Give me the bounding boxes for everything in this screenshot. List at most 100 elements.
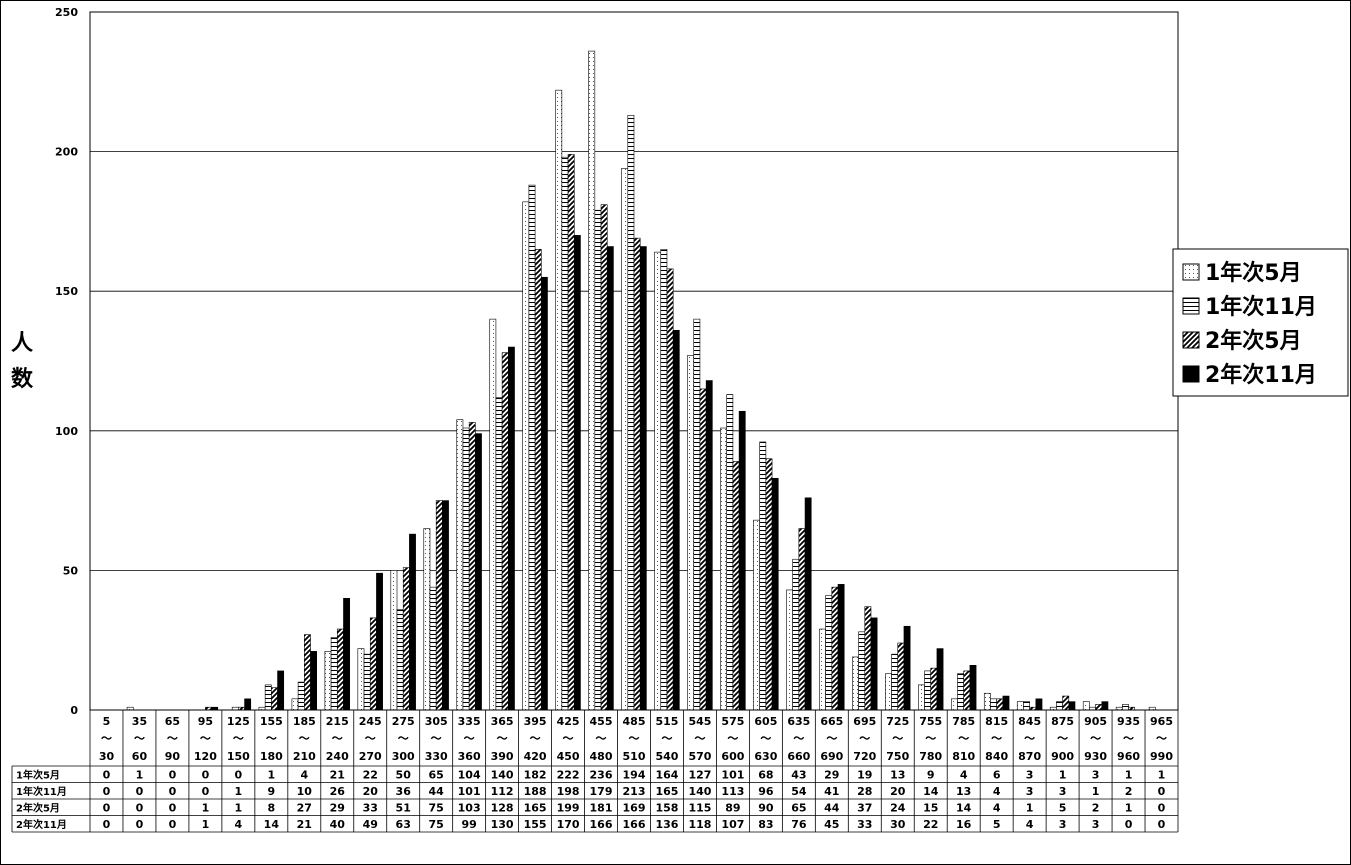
- category-label-bottom: 630: [754, 750, 777, 763]
- table-cell: 170: [557, 818, 580, 831]
- table-cell: 40: [330, 818, 346, 831]
- table-cell: 54: [791, 785, 807, 798]
- table-cell: 0: [169, 769, 177, 782]
- bar: [864, 606, 872, 711]
- table-cell: 21: [330, 769, 345, 782]
- category-label-bottom: 180: [260, 750, 283, 763]
- category-label-top: 35: [132, 715, 147, 728]
- table-cell: 33: [363, 802, 378, 815]
- table-cell: 45: [824, 818, 839, 831]
- table-cell: 0: [169, 785, 177, 798]
- y-tick-label: 50: [63, 564, 79, 577]
- table-cell: 4: [993, 785, 1001, 798]
- table-cell: 169: [623, 802, 646, 815]
- category-label-mid: ～: [1123, 732, 1134, 745]
- table-cell: 0: [1158, 818, 1166, 831]
- bar: [573, 235, 581, 711]
- table-cell: 4: [1026, 818, 1034, 831]
- table-cell: 90: [758, 802, 774, 815]
- bar: [369, 617, 377, 711]
- category-label-bottom: 450: [557, 750, 580, 763]
- table-cell: 103: [458, 802, 481, 815]
- table-cell: 1: [136, 769, 144, 782]
- bar: [468, 422, 476, 711]
- bar: [297, 681, 305, 711]
- table-cell: 128: [491, 802, 514, 815]
- table-cell: 182: [524, 769, 547, 782]
- bar: [336, 628, 344, 711]
- table-cell: 1: [1125, 802, 1133, 815]
- category-label-mid: ～: [925, 732, 936, 745]
- y-tick-label: 250: [55, 6, 78, 19]
- legend-label: 1年次11月: [1205, 294, 1317, 320]
- y-axis-tick-labels: 0 50 100 150 200 250: [55, 6, 78, 717]
- category-label-mid: ～: [101, 732, 112, 745]
- category-label-top: 395: [524, 715, 547, 728]
- table-cell: 30: [890, 818, 906, 831]
- category-label-bottom: 210: [293, 750, 316, 763]
- table-cell: 99: [461, 818, 476, 831]
- table-cell: 1: [1026, 802, 1034, 815]
- bar: [495, 396, 503, 711]
- table-cell: 63: [396, 818, 411, 831]
- table-cell: 6: [993, 769, 1001, 782]
- table-cell: 1: [235, 802, 243, 815]
- bar: [732, 461, 740, 711]
- category-label-top: 605: [754, 715, 777, 728]
- legend-box: [1172, 248, 1349, 397]
- category-label-top: 275: [392, 715, 415, 728]
- table-cell: 15: [923, 802, 938, 815]
- bar: [693, 318, 701, 711]
- bar: [271, 687, 278, 711]
- category-label-bottom: 750: [886, 750, 909, 763]
- bar: [666, 268, 674, 711]
- bar: [621, 168, 629, 711]
- table-row-label: 1年次11月: [16, 785, 67, 798]
- table-cell: 24: [890, 802, 906, 815]
- table-cell: 28: [857, 785, 872, 798]
- table-cell: 3: [1092, 769, 1100, 782]
- category-label-mid: ～: [760, 732, 771, 745]
- table-cell: 37: [857, 802, 872, 815]
- table-cell: 3: [1026, 769, 1034, 782]
- bar: [555, 89, 563, 711]
- category-label-mid: ～: [629, 732, 640, 745]
- legend-swatch: [1182, 365, 1200, 383]
- bar: [1122, 704, 1129, 711]
- bar: [950, 698, 958, 711]
- category-label-top: 695: [853, 715, 876, 728]
- category-label-top: 335: [458, 715, 481, 728]
- bar: [390, 570, 398, 711]
- bar: [277, 670, 285, 711]
- table-cell: 113: [721, 785, 744, 798]
- category-label-bottom: 690: [820, 750, 843, 763]
- bar: [831, 586, 839, 711]
- bar: [1068, 701, 1076, 711]
- bar: [429, 586, 437, 711]
- table-cell: 0: [202, 769, 210, 782]
- bar: [402, 567, 410, 711]
- category-label-mid: ～: [826, 732, 837, 745]
- table-cell: 155: [524, 818, 547, 831]
- bar: [705, 380, 713, 711]
- category-label-bottom: 840: [985, 750, 1008, 763]
- category-label-mid: ～: [727, 732, 738, 745]
- table-cell: 127: [688, 769, 711, 782]
- category-label-bottom: 870: [1018, 750, 1041, 763]
- table-cell: 236: [590, 769, 613, 782]
- category-label-bottom: 480: [590, 750, 613, 763]
- category-label-mid: ～: [991, 732, 1002, 745]
- table-cell: 26: [330, 785, 346, 798]
- bar: [561, 156, 569, 711]
- category-label-mid: ～: [332, 732, 343, 745]
- bar: [1095, 704, 1103, 711]
- bar: [660, 249, 668, 711]
- table-cell: 22: [363, 769, 378, 782]
- bar: [540, 276, 548, 711]
- table-cell: 1: [1158, 769, 1166, 782]
- table-cell: 112: [491, 785, 514, 798]
- bar: [699, 388, 707, 711]
- category-label-mid: ～: [134, 732, 145, 745]
- category-label-top: 725: [886, 715, 909, 728]
- bar: [442, 500, 449, 711]
